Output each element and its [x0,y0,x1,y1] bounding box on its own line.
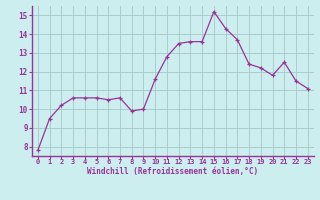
X-axis label: Windchill (Refroidissement éolien,°C): Windchill (Refroidissement éolien,°C) [87,167,258,176]
